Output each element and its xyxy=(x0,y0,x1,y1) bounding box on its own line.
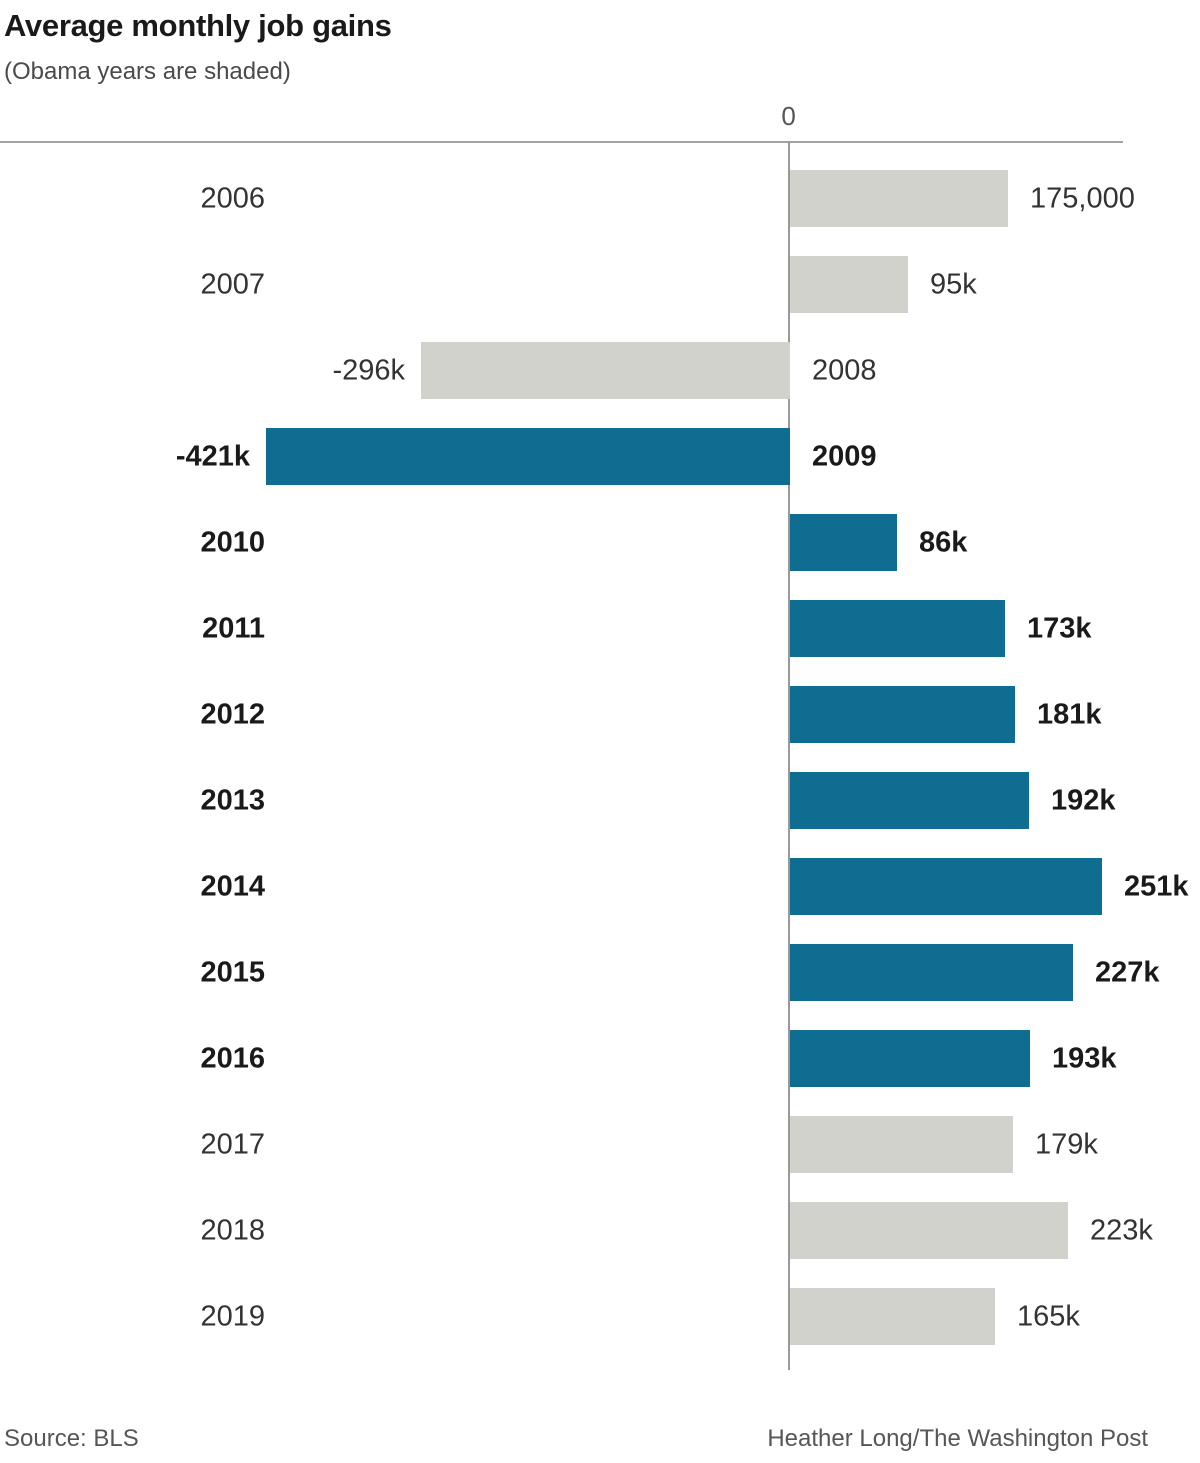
bar-2016 xyxy=(790,1030,1030,1087)
year-label-2012: 2012 xyxy=(200,698,265,731)
year-label-2019: 2019 xyxy=(200,1300,265,1333)
bar-2009 xyxy=(266,428,790,485)
chart-row-2018: 2018 223k xyxy=(0,1188,1200,1274)
bar-2006 xyxy=(790,170,1008,227)
year-label-2013: 2013 xyxy=(200,784,265,817)
year-label-2010: 2010 xyxy=(200,526,265,559)
bar-2014 xyxy=(790,858,1102,915)
chart-row-2009: 2009 -421k xyxy=(0,414,1200,500)
bar-2008 xyxy=(421,342,790,399)
chart-footer: Source: BLS Heather Long/The Washington … xyxy=(4,1425,1148,1453)
value-label-2011: 173k xyxy=(1027,612,1092,645)
bar-2010 xyxy=(790,514,897,571)
bar-2018 xyxy=(790,1202,1068,1259)
chart-subtitle: (Obama years are shaded) xyxy=(4,58,291,85)
bar-2015 xyxy=(790,944,1073,1001)
value-label-2017: 179k xyxy=(1035,1128,1098,1161)
axis-zero-tick-label: 0 xyxy=(781,101,796,131)
year-label-2015: 2015 xyxy=(200,956,265,989)
value-label-2013: 192k xyxy=(1051,784,1116,817)
year-label-2007: 2007 xyxy=(200,268,265,301)
year-label-2008: 2008 xyxy=(812,354,877,387)
year-label-2017: 2017 xyxy=(200,1128,265,1161)
year-label-2009: 2009 xyxy=(812,440,877,473)
chart-row-2010: 2010 86k xyxy=(0,500,1200,586)
chart-row-2006: 2006 175,000 xyxy=(0,156,1200,242)
value-label-2018: 223k xyxy=(1090,1214,1153,1247)
year-label-2011: 2011 xyxy=(202,612,265,645)
axis-top-line xyxy=(0,141,1123,143)
bar-2012 xyxy=(790,686,1015,743)
year-label-2006: 2006 xyxy=(200,182,265,215)
bar-2013 xyxy=(790,772,1029,829)
chart-row-2013: 2013 192k xyxy=(0,758,1200,844)
bar-2017 xyxy=(790,1116,1013,1173)
chart-row-2012: 2012 181k xyxy=(0,672,1200,758)
value-label-2019: 165k xyxy=(1017,1300,1080,1333)
chart-row-2008: 2008 -296k xyxy=(0,328,1200,414)
chart-row-2007: 2007 95k xyxy=(0,242,1200,328)
chart-row-2015: 2015 227k xyxy=(0,930,1200,1016)
chart-rows: 2006 175,000 2007 95k 2008 -296k 2009 -421k 2010… xyxy=(0,156,1200,1360)
value-label-2008: -296k xyxy=(332,354,405,387)
bar-2019 xyxy=(790,1288,995,1345)
chart-title: Average monthly job gains xyxy=(4,8,392,43)
axis-zero-line xyxy=(788,141,790,1370)
year-label-2014: 2014 xyxy=(200,870,265,903)
value-label-2006: 175,000 xyxy=(1030,182,1135,215)
value-label-2016: 193k xyxy=(1052,1042,1117,1075)
chart-row-2014: 2014 251k xyxy=(0,844,1200,930)
source-label: Source: BLS xyxy=(4,1425,139,1452)
chart-row-2011: 2011 173k xyxy=(0,586,1200,672)
value-label-2012: 181k xyxy=(1037,698,1102,731)
year-label-2018: 2018 xyxy=(200,1214,265,1247)
chart-row-2016: 2016 193k xyxy=(0,1016,1200,1102)
year-label-2016: 2016 xyxy=(200,1042,265,1075)
chart-row-2019: 2019 165k xyxy=(0,1274,1200,1360)
credit-label: Heather Long/The Washington Post xyxy=(767,1425,1148,1452)
bar-2007 xyxy=(790,256,908,313)
value-label-2007: 95k xyxy=(930,268,977,301)
value-label-2009: -421k xyxy=(175,440,250,473)
value-label-2015: 227k xyxy=(1095,956,1160,989)
value-label-2014: 251k xyxy=(1124,870,1189,903)
chart-row-2017: 2017 179k xyxy=(0,1102,1200,1188)
bar-2011 xyxy=(790,600,1005,657)
value-label-2010: 86k xyxy=(919,526,968,559)
